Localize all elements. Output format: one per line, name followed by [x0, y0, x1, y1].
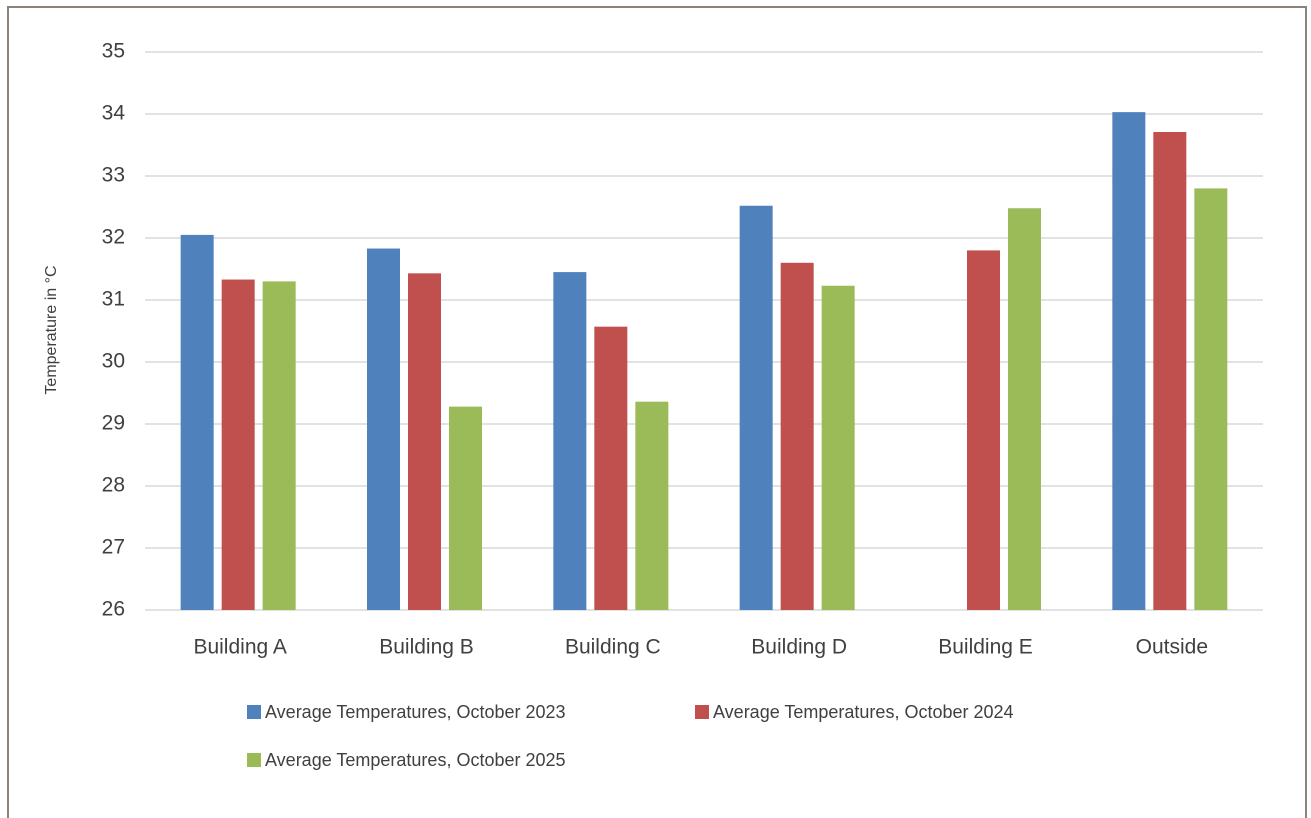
bar: [262, 281, 296, 610]
bar: [967, 250, 1000, 610]
legend-swatch: [247, 705, 261, 719]
x-tick-label: Building B: [379, 636, 474, 659]
y-tick-label: 28: [102, 474, 125, 497]
y-tick-label: 31: [102, 288, 125, 311]
y-tick-label: 34: [102, 102, 126, 125]
bar: [367, 248, 400, 611]
legend-label: Average Temperatures, October 2023: [265, 702, 566, 722]
bar: [635, 401, 669, 610]
bar: [553, 272, 587, 610]
bar: [821, 285, 855, 610]
y-tick-label: 29: [102, 412, 125, 435]
x-tick-label: Building C: [565, 636, 661, 659]
bar: [221, 279, 255, 610]
bar: [739, 205, 773, 610]
y-tick-label: 35: [102, 40, 125, 63]
legend-swatch: [247, 753, 261, 767]
y-tick-label: 27: [102, 536, 125, 559]
bar: [1153, 131, 1187, 611]
x-tick-label: Building D: [751, 636, 847, 659]
bar: [408, 273, 441, 610]
chart-border: [7, 6, 1307, 818]
y-tick-label: 26: [102, 598, 125, 621]
bar: [594, 326, 628, 610]
bar: [449, 406, 482, 610]
x-tick-label: Building E: [938, 636, 1033, 659]
y-tick-label: 30: [102, 350, 125, 373]
legend-swatch: [695, 705, 709, 719]
bar: [1194, 188, 1228, 610]
bar: [180, 234, 214, 610]
bar: [1112, 112, 1146, 610]
bar: [780, 262, 814, 610]
y-tick-label: 32: [102, 226, 125, 249]
bar: [1008, 208, 1041, 611]
y-axis-label: Temperature in °C: [43, 265, 60, 394]
legend-label: Average Temperatures, October 2024: [713, 702, 1014, 722]
y-tick-label: 33: [102, 164, 125, 187]
legend-label: Average Temperatures, October 2025: [265, 750, 566, 770]
x-tick-label: Building A: [193, 636, 286, 659]
x-tick-label: Outside: [1136, 636, 1208, 659]
